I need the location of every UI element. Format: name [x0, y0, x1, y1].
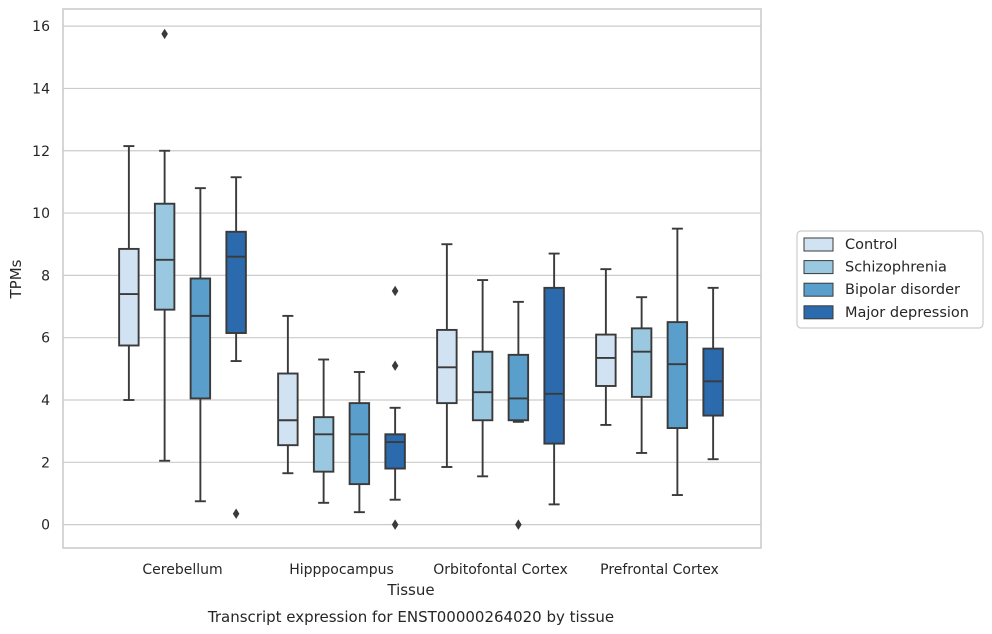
x-tick-label: Prefrontal Cortex — [600, 562, 719, 578]
box-bipolar-disorder — [666, 227, 689, 496]
legend-swatch — [803, 237, 834, 252]
plot-area — [63, 9, 761, 548]
legend-box — [796, 230, 984, 329]
box-control — [595, 268, 617, 426]
box-major-depression — [384, 285, 406, 530]
box-control — [436, 243, 458, 468]
chart-caption: Transcript expression for ENST0000026402… — [207, 608, 614, 626]
box-body — [277, 372, 299, 447]
box-body — [630, 327, 653, 398]
box-body — [543, 286, 565, 445]
box-body — [189, 277, 212, 400]
box-schizophrenia — [312, 358, 335, 504]
x-tick-labels: Cerebellum Hipppocampus Orbitofontal Corte… — [142, 562, 718, 578]
outlier-point — [232, 508, 240, 519]
box-control — [277, 314, 299, 475]
legend-swatch — [803, 305, 834, 320]
box-control — [118, 145, 140, 401]
box-body — [666, 321, 689, 429]
y-tick-label: 2 — [41, 455, 50, 471]
box-schizophrenia — [471, 279, 494, 478]
outlier-point — [391, 285, 399, 297]
outlier-point — [391, 360, 399, 371]
box-body — [118, 247, 140, 347]
box-bipolar-disorder — [507, 300, 530, 530]
y-axis-label: TPMs — [7, 259, 25, 299]
boxes — [118, 28, 724, 530]
outlier-point — [391, 519, 399, 530]
box-major-depression — [543, 252, 565, 506]
y-tick-label: 8 — [41, 268, 50, 284]
y-tick-label: 4 — [41, 393, 50, 409]
legend-label: Bipolar disorder — [845, 282, 960, 298]
legend-label: Schizophrenia — [845, 260, 947, 276]
y-tick-label: 14 — [32, 81, 50, 97]
legend-swatch — [803, 282, 834, 297]
outlier-point — [161, 28, 168, 40]
plot-frame — [62, 8, 762, 549]
box-body — [595, 333, 617, 387]
y-tick-label: 16 — [32, 19, 50, 35]
y-tick-label: 12 — [32, 144, 50, 160]
box-body — [153, 202, 176, 311]
y-tick-label: 10 — [32, 206, 50, 222]
box-body — [384, 433, 406, 470]
box-body — [225, 230, 247, 334]
box-schizophrenia — [153, 28, 176, 462]
y-tick-label: 6 — [41, 331, 50, 347]
legend-swatch — [803, 260, 834, 275]
box-bipolar-disorder — [348, 371, 371, 514]
box-major-depression — [225, 176, 247, 519]
outlier-point — [515, 519, 522, 530]
legend: Control Schizophrenia Bipolar disorder Majo… — [796, 230, 984, 329]
box-body — [348, 402, 371, 486]
box-body — [312, 416, 335, 473]
x-axis-label: Tissue — [386, 581, 434, 599]
x-tick-label: Orbitofontal Cortex — [433, 562, 568, 578]
x-tick-label: Hipppocampus — [289, 562, 394, 578]
box-major-depression — [702, 286, 724, 461]
box-body — [471, 350, 494, 422]
legend-label: Control — [845, 237, 897, 253]
box-body — [507, 353, 530, 422]
y-tick-label: 0 — [41, 518, 50, 534]
legend-label: Major depression — [845, 305, 969, 321]
y-tick-labels: 0 2 4 6 8 10 12 14 16 — [32, 19, 50, 533]
box-bipolar-disorder — [189, 187, 212, 503]
box-schizophrenia — [630, 296, 653, 454]
x-tick-label: Cerebellum — [142, 562, 222, 578]
